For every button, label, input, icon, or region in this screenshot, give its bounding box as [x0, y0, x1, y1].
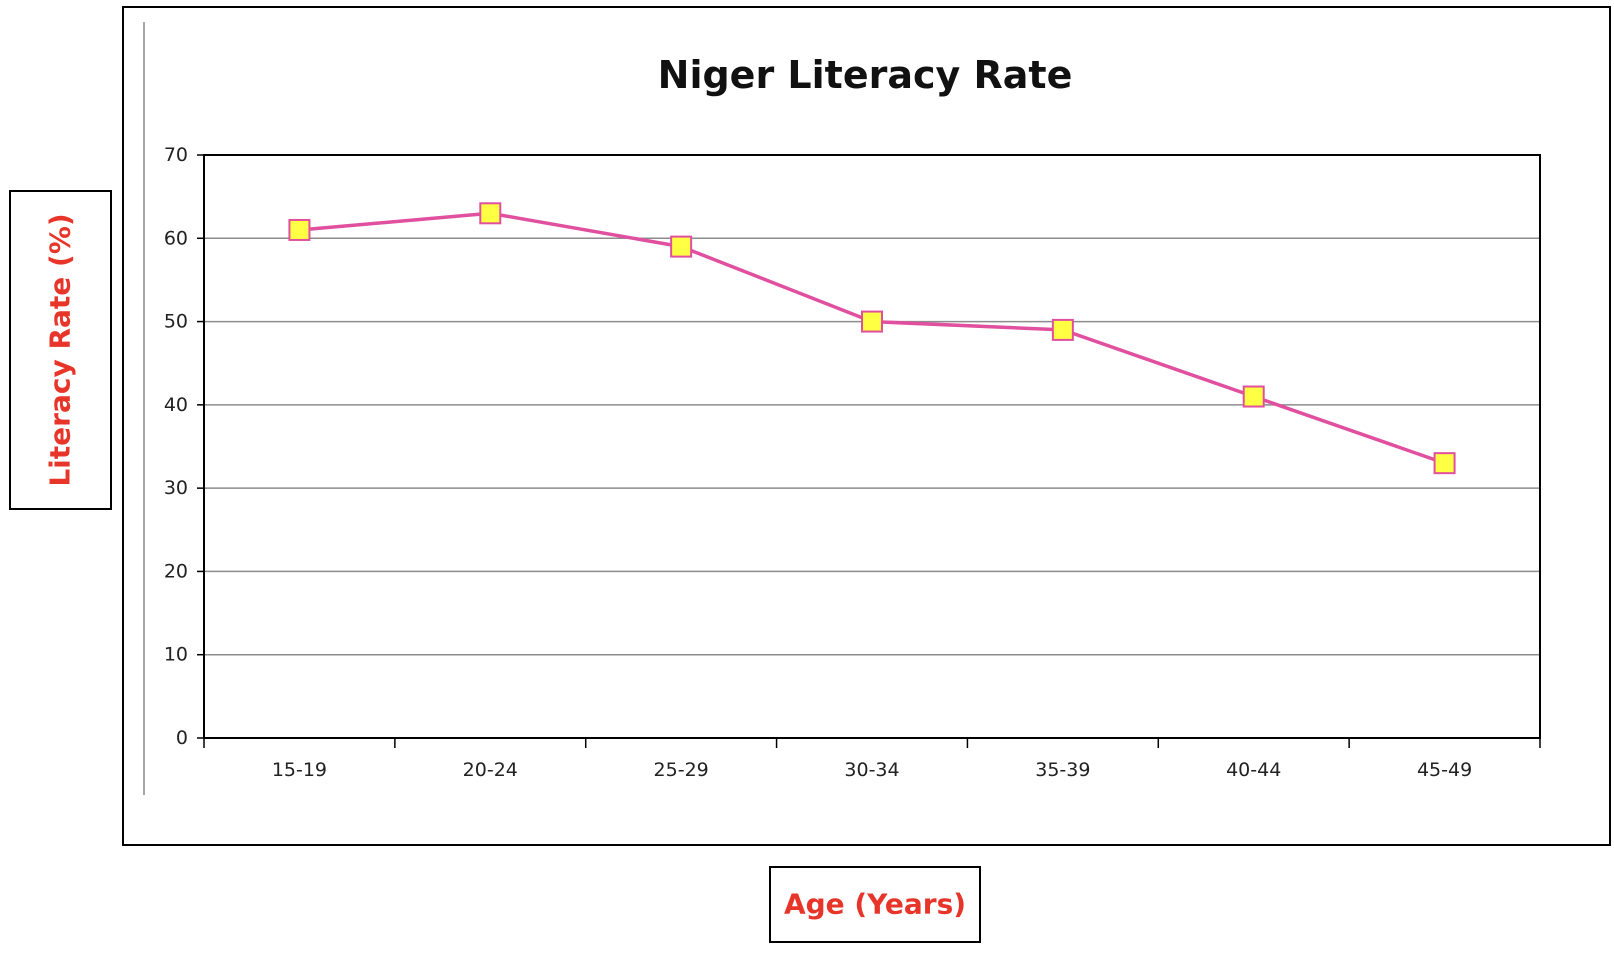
chart-title: Niger Literacy Rate: [658, 53, 1073, 97]
y-tick-label-1: 10: [164, 644, 188, 666]
y-axis: 0 10 20 30 40 50 60 70: [164, 144, 204, 749]
data-point-45-49: [1433, 452, 1456, 475]
y-tick-label-5: 50: [164, 311, 188, 333]
y-tick-label-7: 70: [164, 144, 188, 166]
x-tick-label-3: 30-34: [844, 759, 899, 781]
x-axis: 15-19 20-24 25-29 30-34 35-39 40-44 45-49: [203, 738, 1541, 781]
data-point-30-34: [861, 310, 883, 333]
plot-area: [203, 154, 1541, 739]
x-axis-label-box: [769, 866, 981, 943]
y-tick-label-0: 0: [176, 727, 188, 749]
x-tick-label-4: 35-39: [1035, 759, 1090, 781]
x-tick-label-5: 40-44: [1226, 759, 1281, 781]
y-tick-label-6: 60: [164, 227, 188, 249]
series-markers: [288, 202, 1456, 475]
x-tick-label-1: 20-24: [463, 759, 518, 781]
x-tick-label-2: 25-29: [654, 759, 709, 781]
x-axis-label: Age (Years): [784, 888, 966, 921]
x-tick-label-6: 45-49: [1417, 759, 1472, 781]
data-point-40-44: [1242, 385, 1265, 408]
data-point-25-29: [670, 235, 693, 258]
y-tick-label-2: 20: [164, 560, 188, 582]
x-tick-label-0: 15-19: [272, 759, 327, 781]
data-point-35-39: [1051, 318, 1074, 341]
y-axis-label-box: [9, 190, 112, 510]
data-point-15-19: [288, 218, 311, 241]
y-tick-label-4: 40: [164, 394, 188, 416]
chart-frame: [122, 6, 1611, 846]
data-point-20-24: [479, 202, 502, 225]
y-tick-label-3: 30: [164, 477, 188, 499]
y-axis-label: Literacy Rate (%): [44, 213, 77, 486]
